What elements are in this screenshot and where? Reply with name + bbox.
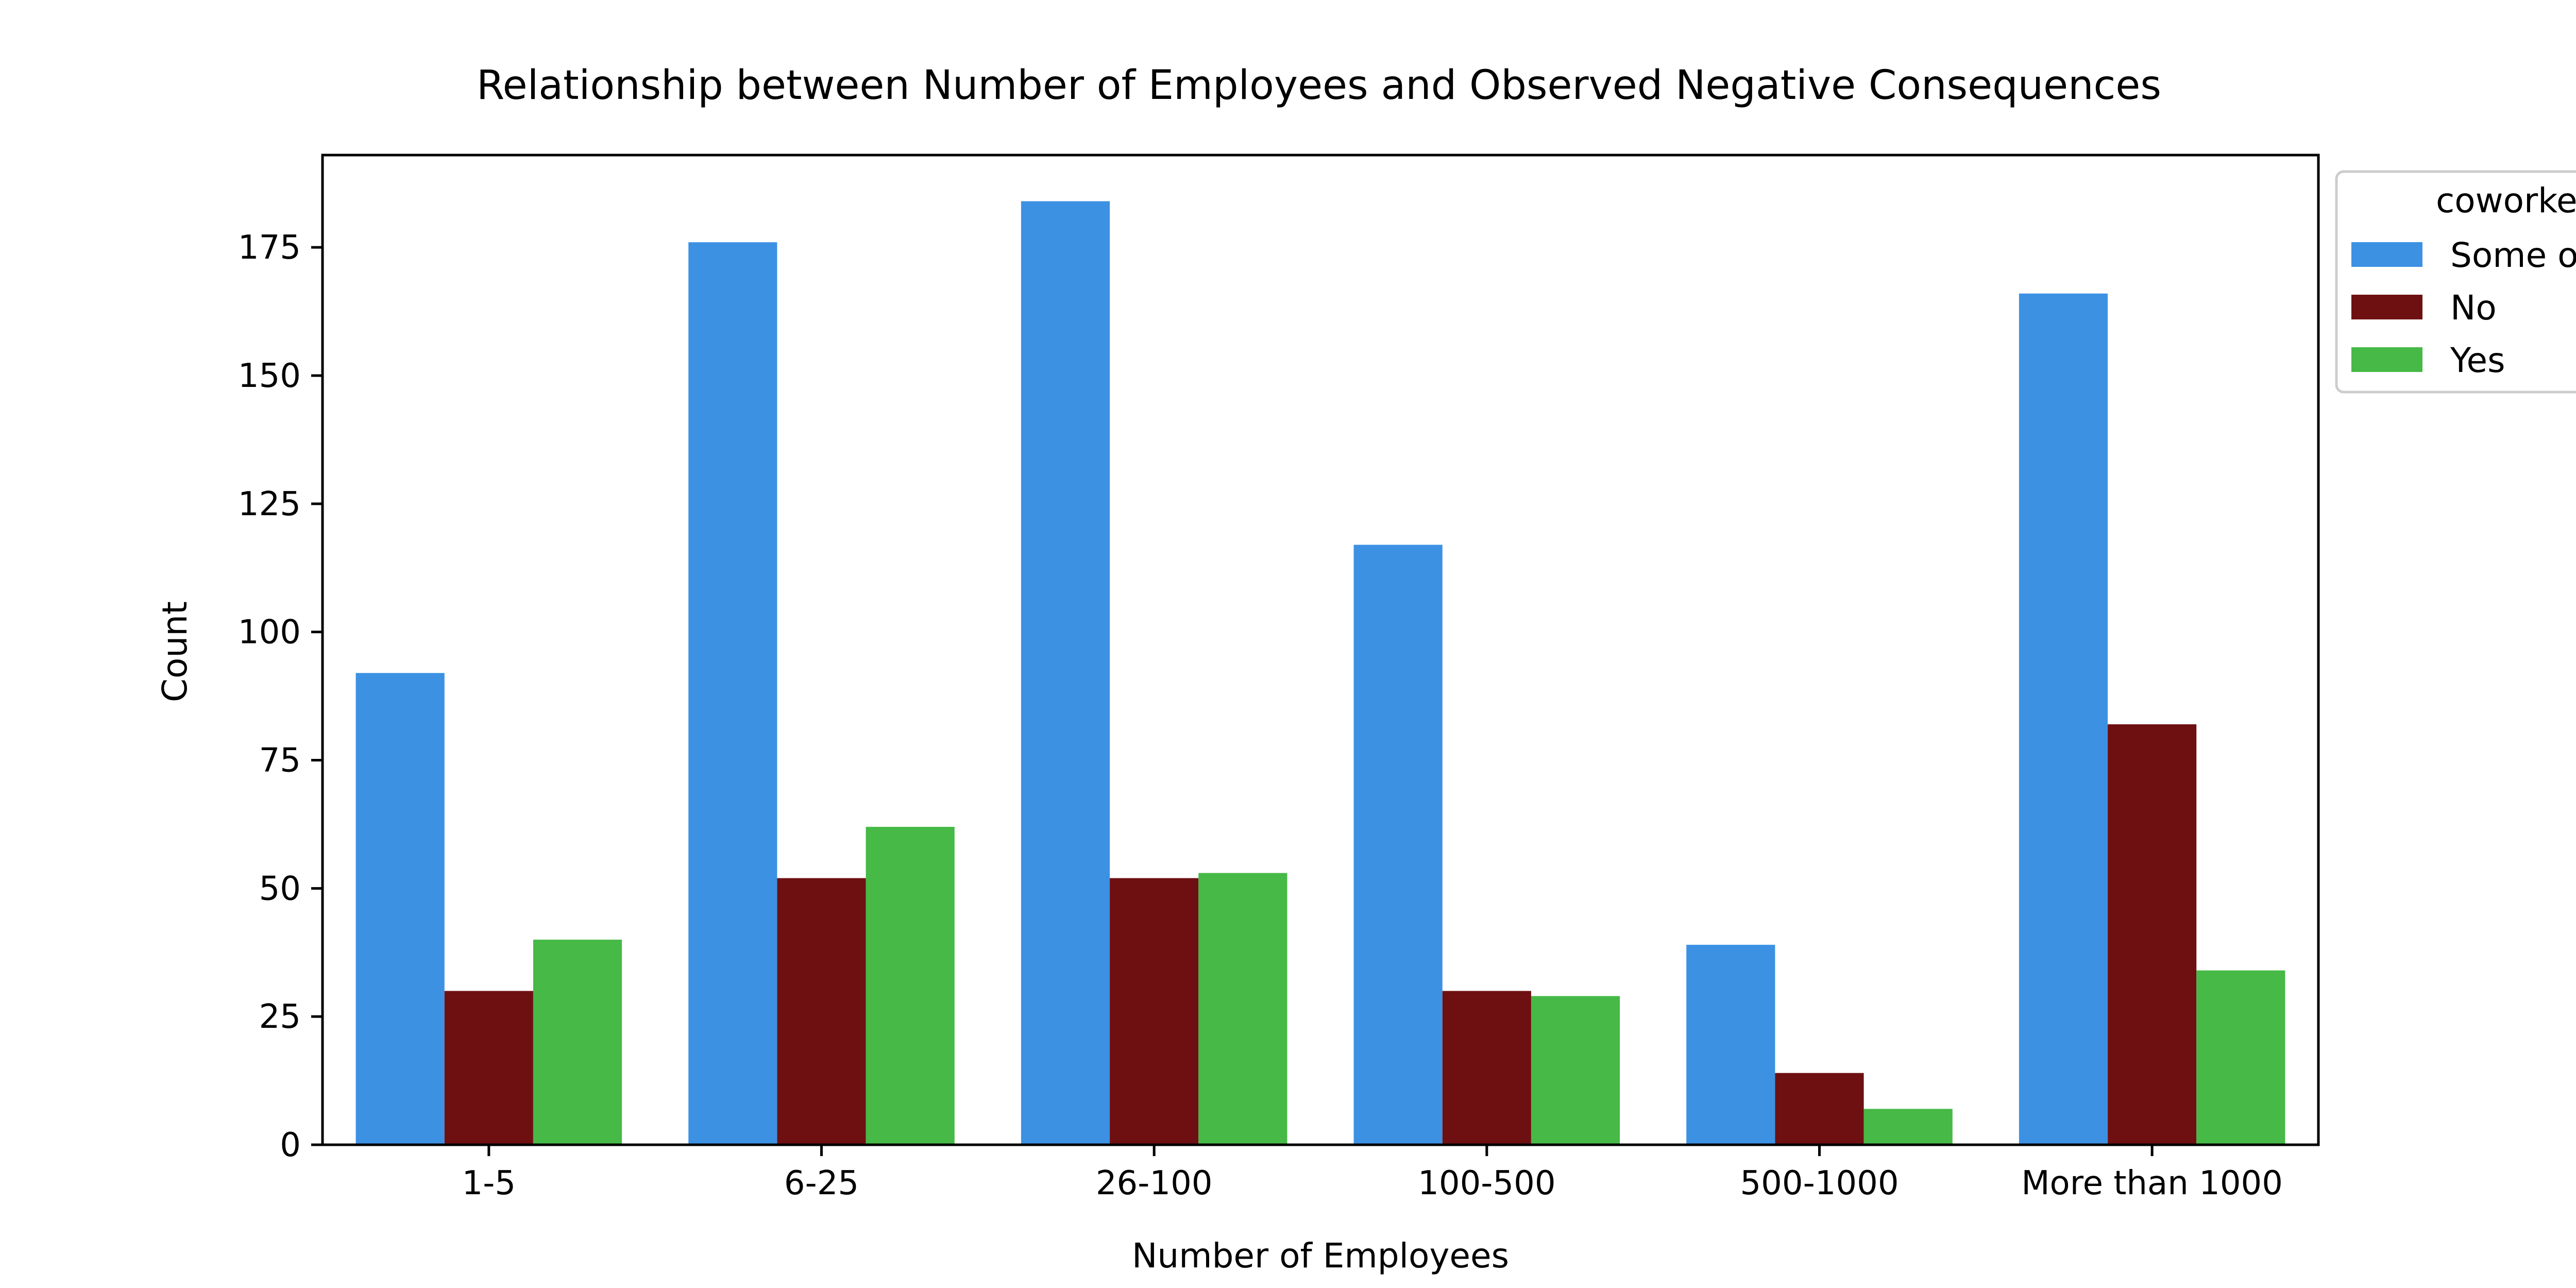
bar-no-1-5: [444, 991, 533, 1145]
x-tick-label-6-25: 6-25: [784, 1164, 859, 1202]
bar-yes-1-5: [533, 939, 622, 1145]
y-axis-ticks: 0 25 50 75 100 125 150 175: [238, 229, 323, 1164]
legend-title: coworke: [2436, 181, 2576, 221]
bars-group: [355, 201, 2285, 1145]
legend-swatch-some-o: [2351, 242, 2422, 267]
bar-yes-6-25: [866, 826, 955, 1145]
chart-title: Relationship between Number of Employees…: [477, 62, 2161, 109]
plot-frame: [321, 154, 2320, 1146]
y-axis-label: Count: [155, 601, 195, 702]
x-tick-label-500-1000: 500-1000: [1740, 1164, 1899, 1202]
legend: coworke Some o No Yes: [2335, 170, 2576, 394]
legend-swatch-no: [2351, 295, 2422, 319]
legend-label-no: No: [2450, 288, 2497, 328]
y-tick-label: 175: [238, 229, 301, 267]
y-tick-label: 125: [238, 485, 301, 523]
x-tick-label-1-5: 1-5: [462, 1164, 516, 1202]
legend-label-yes: Yes: [2450, 341, 2505, 380]
bar-some-o-more-than-1000: [2019, 293, 2108, 1145]
legend-frame: [2335, 170, 2576, 394]
y-tick-label: 150: [238, 357, 301, 395]
bar-no-6-25: [777, 878, 866, 1145]
x-tick-label-100-500: 100-500: [1418, 1164, 1555, 1202]
bar-no-more-than-1000: [2108, 724, 2197, 1145]
y-tick-label: 100: [238, 614, 301, 652]
y-tick-label: 75: [259, 741, 301, 779]
bar-no-500-1000: [1775, 1073, 1864, 1145]
bar-some-o-6-25: [688, 242, 777, 1145]
bar-yes-500-1000: [1863, 1109, 1953, 1145]
bar-yes-26-100: [1198, 873, 1287, 1145]
bar-no-100-500: [1442, 991, 1531, 1145]
bar-yes-more-than-1000: [2196, 970, 2285, 1145]
x-axis-ticks: 1-5 6-25 26-100 100-500 500-1000 More than 10…: [462, 1145, 2283, 1202]
y-tick-label: 50: [259, 870, 301, 908]
bar-yes-100-500: [1531, 996, 1620, 1145]
bar-some-o-1-5: [355, 673, 445, 1145]
legend-label-some-o: Some o: [2450, 235, 2576, 275]
bar-some-o-100-500: [1353, 545, 1443, 1145]
y-tick-label: 25: [259, 998, 301, 1036]
legend-swatch-yes: [2351, 347, 2422, 372]
bar-no-26-100: [1110, 878, 1199, 1145]
y-tick-label: 0: [280, 1126, 301, 1164]
x-tick-label-26-100: 26-100: [1096, 1164, 1213, 1202]
bar-some-o-26-100: [1021, 201, 1110, 1145]
bar-some-o-500-1000: [1686, 944, 1775, 1145]
x-tick-label-more-than-1000: More than 1000: [2021, 1164, 2283, 1202]
x-axis-label: Number of Employees: [1132, 1236, 1509, 1276]
